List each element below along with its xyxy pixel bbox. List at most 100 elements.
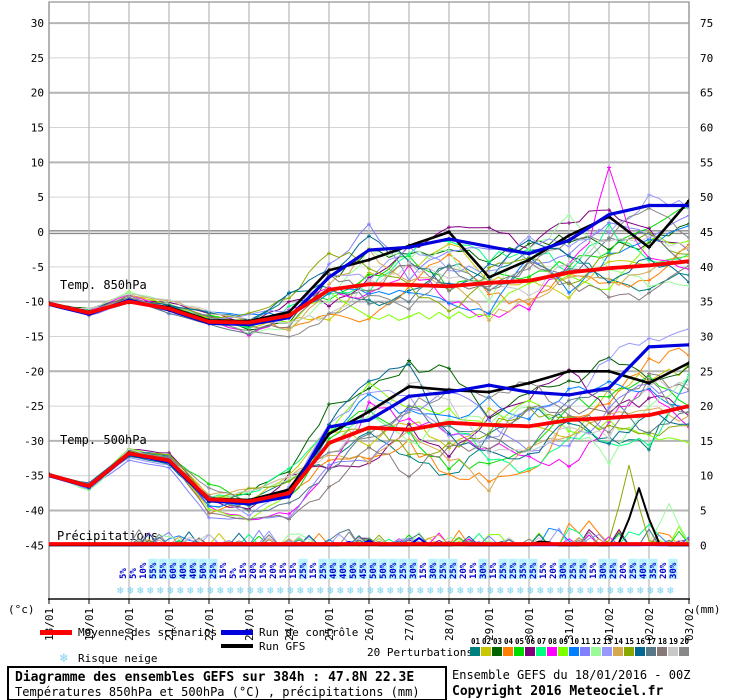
snowflake-icon: ❄ xyxy=(547,584,554,597)
snowflake-icon: ❄ xyxy=(587,584,594,597)
snow-risk-pct-label: 30% xyxy=(669,562,679,579)
perturbation-swatch xyxy=(470,647,480,656)
svg-text:10: 10 xyxy=(700,470,713,483)
snowflake-icon: ❄ xyxy=(557,584,564,597)
page-subtitle: Températures 850hPa et 500hPa (°C) , pré… xyxy=(15,685,420,699)
perturbation-id: 18 xyxy=(657,637,668,646)
svg-text:50: 50 xyxy=(700,191,713,204)
svg-text:15: 15 xyxy=(31,122,44,135)
svg-text:35: 35 xyxy=(700,296,713,309)
snow-risk-pct-label: 60% xyxy=(169,562,179,579)
snowflake-icon: ❄ xyxy=(377,584,384,597)
snowflake-icon: ❄ xyxy=(607,584,614,597)
perturbation-swatch xyxy=(657,647,667,656)
legend-control-line xyxy=(221,630,253,635)
snow-risk-pct-label: 10% xyxy=(139,562,149,579)
snow-risk-pct-label: 25% xyxy=(209,562,219,579)
title-box: Diagramme des ensembles GEFS sur 384h : … xyxy=(7,666,447,700)
snow-risk-pct-label: 40% xyxy=(189,562,199,579)
snow-risk-pct-label: 25% xyxy=(439,562,449,579)
svg-text:-25: -25 xyxy=(24,400,44,413)
svg-text:55: 55 xyxy=(700,156,713,169)
snowflake-icon: ❄ xyxy=(127,584,134,597)
svg-text:10: 10 xyxy=(31,156,44,169)
x-tick-label: 26/01 xyxy=(363,608,376,641)
perturbation-swatch xyxy=(624,647,634,656)
snowflake-icon: ❄ xyxy=(507,584,514,597)
perturbation-swatch xyxy=(481,647,491,656)
legend-perturbations-label: 20 Perturbations xyxy=(367,646,473,659)
snow-risk-pct-label: 5% xyxy=(229,568,239,579)
snow-risk-pct-label: 15% xyxy=(239,562,249,579)
x-tick-label: 21/01 xyxy=(163,608,176,641)
svg-text:60: 60 xyxy=(700,122,713,135)
svg-text:-45: -45 xyxy=(24,539,44,552)
perturbation-swatch xyxy=(503,647,513,656)
snow-risk-pct-label: 55% xyxy=(159,562,169,579)
snowflake-icon: ❄ xyxy=(667,584,674,597)
svg-text:-5: -5 xyxy=(31,261,44,274)
x-tick-label: 20/01 xyxy=(123,608,136,641)
axis-labels: 302520151050-5-10-15-20-25-30-35-40-4575… xyxy=(8,17,721,641)
snowflake-icon: ❄ xyxy=(567,584,574,597)
perturbation-swatch xyxy=(525,647,535,656)
svg-text:30: 30 xyxy=(31,17,44,30)
snow-risk-pct-label: 15% xyxy=(259,562,269,579)
snow-risk-pct-label: 40% xyxy=(329,562,339,579)
y-right-unit: (mm) xyxy=(694,603,721,616)
snowflake-icon: ❄ xyxy=(387,584,394,597)
x-tick-label: 24/01 xyxy=(283,608,296,641)
run-info: Ensemble GEFS du 18/01/2016 - 00Z xyxy=(452,668,691,682)
snowflake-icon: ❄ xyxy=(197,584,204,597)
snow-risk-pct-label: 50% xyxy=(349,562,359,579)
svg-text:70: 70 xyxy=(700,52,713,65)
snowflake-icon: ❄ xyxy=(327,584,334,597)
snow-risk-pct-label: 25% xyxy=(299,562,309,579)
perturbation-id: 05 xyxy=(514,637,525,646)
perturbation-swatch xyxy=(547,647,557,656)
page-title: Diagramme des ensembles GEFS sur 384h : … xyxy=(15,670,415,685)
snow-risk-pct-label: 15% xyxy=(539,562,549,579)
svg-text:25: 25 xyxy=(31,52,44,65)
svg-text:0: 0 xyxy=(37,226,44,239)
perturbation-swatches xyxy=(470,647,690,656)
x-tick-label: 25/01 xyxy=(323,608,336,641)
snow-risk-pct-label: 25% xyxy=(509,562,519,579)
snow-risk-pct-label: 30% xyxy=(559,562,569,579)
snowflake-icon: ❄ xyxy=(357,584,364,597)
panel-label-850: Temp. 850hPa xyxy=(60,278,147,292)
snow-risk-pct-label: 25% xyxy=(569,562,579,579)
legend-mean-line xyxy=(40,630,72,635)
y-left-unit: (°c) xyxy=(8,603,35,616)
snowflake-icon: ❄ xyxy=(637,584,644,597)
snowflake-icon: ❄ xyxy=(177,584,184,597)
svg-text:65: 65 xyxy=(700,87,713,100)
perturbation-id: 02 xyxy=(481,637,492,646)
snow-risk-pct-label: 50% xyxy=(369,562,379,579)
perturbation-id: 12 xyxy=(591,637,602,646)
legend-control-label: Run de contrôle xyxy=(259,626,359,639)
snow-risk-pct-label: 30% xyxy=(389,562,399,579)
x-tick-label: 02/02 xyxy=(643,608,656,641)
svg-text:5: 5 xyxy=(37,191,44,204)
snow-risk-pct-label: 30% xyxy=(479,562,489,579)
snowflake-icon: ❄ xyxy=(647,584,654,597)
legend-mean-label: Moyenne des scénarios xyxy=(78,626,218,639)
x-tick-label: 22/01 xyxy=(203,608,216,641)
perturbation-id: 16 xyxy=(635,637,646,646)
snow-risk-pct-label: 20% xyxy=(269,562,279,579)
perturbation-swatch xyxy=(580,647,590,656)
x-tick-label: 03/02 xyxy=(683,608,696,641)
snow-risk-pct-label: 20% xyxy=(459,562,469,579)
snow-risk-pct-label: 40% xyxy=(639,562,649,579)
legend-gfs-label: Run GFS xyxy=(259,640,306,653)
perturbation-id: 15 xyxy=(624,637,635,646)
snowflake-icon: ❄ xyxy=(187,584,194,597)
svg-text:-10: -10 xyxy=(24,296,44,309)
snowflake-icon: ❄ xyxy=(487,584,494,597)
snowflake-icon: ❄ xyxy=(237,584,244,597)
perturbation-id: 13 xyxy=(602,637,613,646)
snowflake-icon: ❄ xyxy=(617,584,624,597)
snowflake-icon: ❄ xyxy=(117,584,124,597)
x-tick-label: 23/01 xyxy=(243,608,256,641)
